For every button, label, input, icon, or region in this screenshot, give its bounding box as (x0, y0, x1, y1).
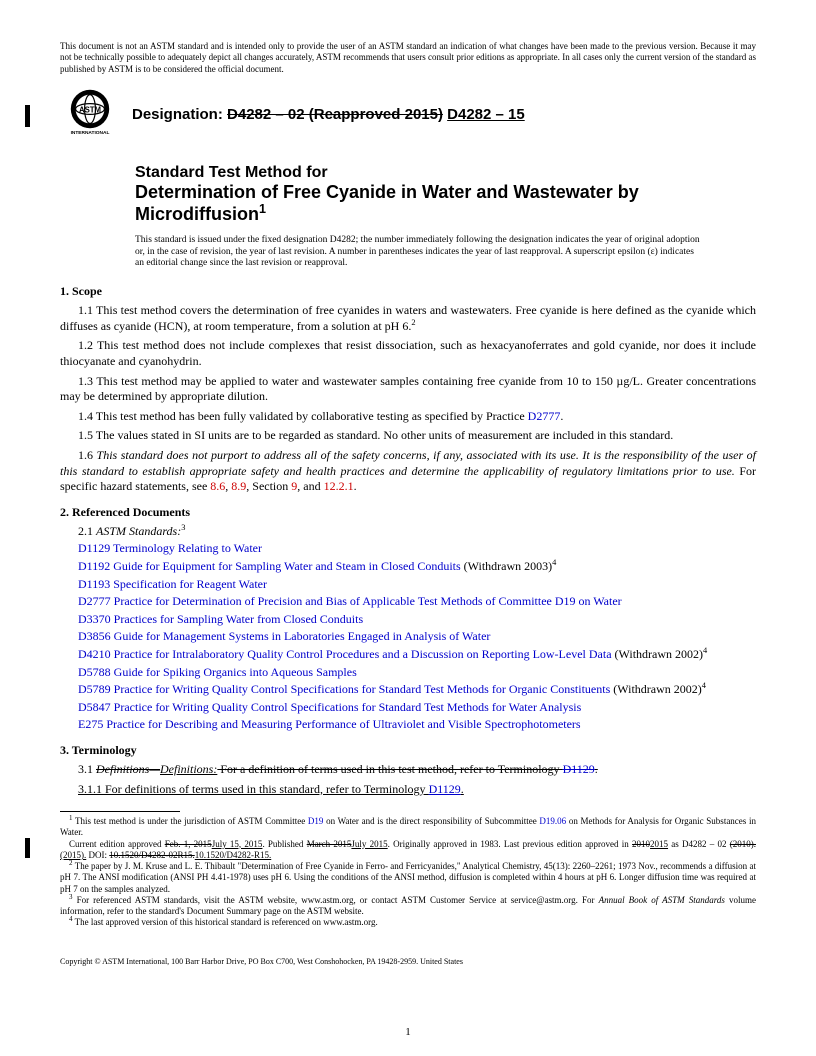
top-disclaimer: This document is not an ASTM standard an… (60, 41, 756, 75)
ref-item: D5847 Practice for Writing Quality Contr… (78, 700, 756, 716)
para-3-1-1: 3.1.1 For definitions of terms used in t… (60, 782, 756, 798)
ref-d2777[interactable]: D2777 (528, 409, 561, 423)
ref-item: D5788 Guide for Spiking Organics into Aq… (78, 665, 756, 681)
ref-d1129-struck: D1129 (563, 762, 595, 776)
footnote-4: 4 The last approved version of this hist… (60, 917, 756, 928)
svg-text:INTERNATIONAL: INTERNATIONAL (71, 130, 110, 136)
ref-sup: 4 (703, 646, 707, 655)
ref-item: D2777 Practice for Determination of Prec… (78, 594, 756, 610)
ref-item: D1129 Terminology Relating to Water (78, 541, 756, 557)
xref-12-2-1[interactable]: 12.2.1 (324, 479, 354, 493)
astm-logo: ASTM INTERNATIONAL (60, 85, 120, 145)
section-head-refs: 2. Referenced Documents (60, 505, 756, 520)
page-number: 1 (0, 1026, 816, 1038)
footnote-rule (60, 811, 180, 812)
copyright-line: Copyright © ASTM International, 100 Barr… (60, 957, 756, 966)
designation-new: D4282 – 15 (447, 106, 525, 123)
ref-item: E275 Practice for Describing and Measuri… (78, 717, 756, 733)
ref-code[interactable]: D5847 (78, 700, 111, 714)
title-main: Determination of Free Cyanide in Water a… (135, 182, 756, 225)
designation-label: Designation: (132, 106, 223, 123)
ref-code[interactable]: D5788 (78, 665, 111, 679)
para-1-2: 1.2 This test method does not include co… (60, 338, 756, 369)
section-head-scope: 1. Scope (60, 284, 756, 299)
footnote-2: 2 The paper by J. M. Kruse and L. E. Thi… (60, 861, 756, 895)
ref-title[interactable]: Guide for Equipment for Sampling Water a… (113, 559, 460, 573)
ref-title[interactable]: Guide for Spiking Organics into Aqueous … (114, 665, 357, 679)
ref-extra: (Withdrawn 2002) (610, 682, 702, 696)
ref-title[interactable]: Terminology Relating to Water (113, 541, 262, 555)
ref-item: D1193 Specification for Reagent Water (78, 577, 756, 593)
para-3-1: 3.1 Definitions—Definitions: For a defin… (60, 762, 756, 778)
ref-item: D5789 Practice for Writing Quality Contr… (78, 682, 756, 698)
ref-code[interactable]: D1193 (78, 577, 110, 591)
ref-code[interactable]: D3370 (78, 612, 111, 626)
ref-title[interactable]: Guide for Management Systems in Laborato… (114, 629, 491, 643)
issuance-note: This standard is issued under the fixed … (135, 235, 705, 271)
ref-title[interactable]: Practice for Describing and Measuring Pe… (106, 717, 580, 731)
ref-code[interactable]: D4210 (78, 647, 111, 661)
ref-code[interactable]: D1192 (78, 559, 110, 573)
xref-8-9[interactable]: 8.9 (231, 479, 246, 493)
footnote-3: 3 For referenced ASTM standards, visit t… (60, 895, 756, 918)
designation-struck: D4282 – 02 (Reapproved 2015) (227, 106, 443, 123)
ref-d19-06[interactable]: D19.06 (539, 816, 566, 826)
ref-sup: 4 (552, 558, 556, 567)
ref-item: D1192 Guide for Equipment for Sampling W… (78, 559, 756, 575)
para-1-3: 1.3 This test method may be applied to w… (60, 374, 756, 405)
xref-8-6[interactable]: 8.6 (210, 479, 225, 493)
para-1-6: 1.6 This standard does not purport to ad… (60, 448, 756, 495)
header-row: ASTM INTERNATIONAL Designation: D4282 – … (60, 85, 756, 145)
footnote-1: 1 This test method is under the jurisdic… (60, 816, 756, 839)
ref-title[interactable]: Specification for Reagent Water (113, 577, 267, 591)
ref-item: D3856 Guide for Management Systems in La… (78, 629, 756, 645)
ref-title[interactable]: Practice for Writing Quality Control Spe… (114, 700, 582, 714)
section-head-term: 3. Terminology (60, 743, 756, 758)
title-sub: Standard Test Method for (135, 163, 756, 182)
para-1-4: 1.4 This test method has been fully vali… (60, 409, 756, 425)
ref-sup: 4 (702, 681, 706, 690)
ref-extra: (Withdrawn 2002) (612, 647, 704, 661)
ref-extra: (Withdrawn 2003) (461, 559, 553, 573)
para-1-1: 1.1 This test method covers the determin… (60, 303, 756, 334)
ref-item: D4210 Practice for Intralaboratory Quali… (78, 647, 756, 663)
referenced-standards-list: D1129 Terminology Relating to WaterD1192… (60, 541, 756, 733)
ref-title[interactable]: Practices for Sampling Water from Closed… (114, 612, 363, 626)
ref-title[interactable]: Practice for Determination of Precision … (114, 594, 622, 608)
para-2-1: 2.1 ASTM Standards:3 (60, 524, 756, 540)
ref-code[interactable]: D2777 (78, 594, 111, 608)
ref-code[interactable]: D5789 (78, 682, 111, 696)
ref-code[interactable]: D1129 (78, 541, 110, 555)
ref-title[interactable]: Practice for Writing Quality Control Spe… (114, 682, 611, 696)
title-block: Standard Test Method for Determination o… (135, 163, 756, 225)
ref-code[interactable]: D3856 (78, 629, 111, 643)
ref-title[interactable]: Practice for Intralaboratory Quality Con… (114, 647, 612, 661)
footnote-1-edition: Current edition approved Feb. 1, 2015Jul… (60, 839, 756, 862)
change-bar (25, 105, 30, 127)
change-bar-footnote (25, 838, 30, 858)
ref-item: D3370 Practices for Sampling Water from … (78, 612, 756, 628)
ref-d19[interactable]: D19 (308, 816, 324, 826)
para-1-5: 1.5 The values stated in SI units are to… (60, 428, 756, 444)
svg-text:ASTM: ASTM (79, 105, 101, 114)
designation-line: Designation: D4282 – 02 (Reapproved 2015… (132, 106, 525, 123)
ref-d1129-new[interactable]: D1129 (429, 782, 461, 796)
ref-code[interactable]: E275 (78, 717, 103, 731)
